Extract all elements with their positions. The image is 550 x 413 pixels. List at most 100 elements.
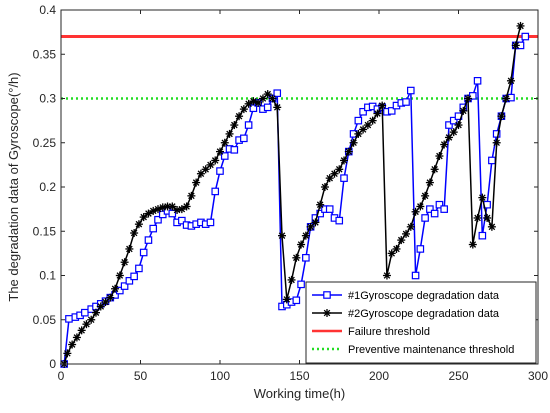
series-2-point [63, 349, 72, 358]
legend-item: #2Gyroscope degradation data [312, 308, 500, 320]
series-1-point [125, 277, 134, 285]
series-2-point [77, 326, 86, 335]
series-2-point [502, 94, 511, 103]
series-2-point [187, 191, 196, 200]
series-2-point [130, 229, 139, 238]
series-2-point [311, 218, 320, 227]
series-2-point [268, 94, 277, 103]
series-2-point [101, 298, 110, 307]
series-2-point [387, 249, 396, 258]
series-2-point [373, 109, 382, 118]
series-2-point [239, 105, 248, 114]
series-2-point [416, 202, 425, 211]
series-2-point [406, 222, 415, 231]
series-1-point [416, 245, 425, 253]
series-2-point [421, 191, 430, 200]
series-2-point [511, 41, 520, 50]
series-2-point [216, 147, 224, 156]
series-1-point [65, 315, 73, 323]
y-tick-label: 0.25 [33, 136, 57, 150]
legend-marker [323, 291, 331, 299]
series-2-point [139, 213, 148, 222]
series-1-point [421, 214, 429, 222]
series-1-point [449, 116, 458, 125]
series-1-point [407, 86, 415, 95]
series-1-point [411, 271, 420, 280]
series-2-point [301, 231, 310, 240]
series-1-point [211, 187, 220, 196]
series-2-point [349, 138, 358, 147]
series-2-point [440, 140, 449, 149]
series-2-point [211, 156, 220, 165]
y-tick-label: 0.35 [33, 47, 57, 61]
series-2-point [278, 231, 287, 240]
series-2-point [402, 229, 411, 238]
y-tick-label: 0.3 [39, 92, 56, 106]
series-1-point [240, 134, 248, 143]
series-2-point [516, 21, 525, 30]
x-tick-label: 150 [289, 369, 309, 383]
series-2-point [430, 165, 439, 174]
legend-label: Preventive maintenance threshold [348, 344, 514, 356]
series-2-point [220, 138, 229, 147]
series-2-point [316, 200, 325, 209]
y-tick-label: 0.15 [33, 224, 57, 238]
series-1-point [168, 209, 177, 218]
series-1-point [263, 103, 272, 112]
series-2-point [425, 178, 434, 187]
series-1-point [473, 76, 482, 85]
series-1-point [325, 205, 334, 213]
series-1-point [445, 121, 453, 129]
series-2-point [378, 101, 387, 110]
series-2-point [87, 315, 96, 324]
series-1-point [354, 116, 363, 125]
series-1-point [139, 248, 148, 257]
series-layer [60, 21, 530, 368]
series-1-point [292, 296, 301, 305]
series-1-point [178, 216, 186, 225]
series-2-point [72, 333, 81, 342]
legend-label: #2Gyroscope degradation data [348, 308, 500, 320]
series-2-point [134, 220, 143, 229]
series-2-point [449, 128, 458, 137]
series-2-point [192, 178, 201, 187]
legend-label: #1Gyroscope degradation data [348, 290, 500, 302]
series-1-point [478, 231, 487, 240]
series-1-point [335, 216, 344, 225]
series-2-point [368, 116, 377, 125]
series-2-point [230, 121, 239, 130]
series-1-point [426, 205, 434, 213]
y-tick-label: 0 [49, 357, 56, 371]
series-2-point [382, 271, 391, 280]
series-2-point [168, 202, 177, 211]
series-1-point [469, 92, 477, 100]
series-2-point [111, 284, 120, 293]
series-2-point [454, 121, 463, 130]
series-2-point [106, 293, 115, 302]
series-1-point [120, 282, 129, 290]
series-2-point [483, 213, 492, 222]
series-1-point [220, 152, 229, 160]
series-1-point [230, 146, 239, 154]
series-2-point [468, 240, 477, 249]
legend-item: #1Gyroscope degradation data [312, 290, 500, 302]
series-1-point [135, 264, 143, 273]
series-1-point [492, 130, 501, 138]
x-axis-label: Working time(h) [254, 386, 346, 401]
x-tick-label: 300 [528, 369, 548, 383]
series-2-point [478, 193, 487, 202]
y-tick-label: 0.4 [39, 3, 56, 17]
legend-label: Failure threshold [348, 326, 430, 338]
series-1-point [244, 121, 253, 129]
x-tick-label: 0 [58, 369, 65, 383]
series-1-point [387, 107, 396, 115]
series-2-point [297, 240, 306, 249]
series-2-point [163, 202, 172, 211]
series-1-point [206, 218, 215, 227]
x-tick-label: 250 [448, 369, 468, 383]
legend-marker [323, 309, 331, 317]
series-1-point [216, 167, 224, 175]
series-2-point [497, 112, 506, 121]
axis-ticks: 0 50 100 150 200 250 300 0 0.05 0.1 0.15 0.2 0.25 0.3… [33, 3, 549, 383]
y-axis-label: The degradation data of Gyroscope(°/h) [6, 72, 21, 301]
